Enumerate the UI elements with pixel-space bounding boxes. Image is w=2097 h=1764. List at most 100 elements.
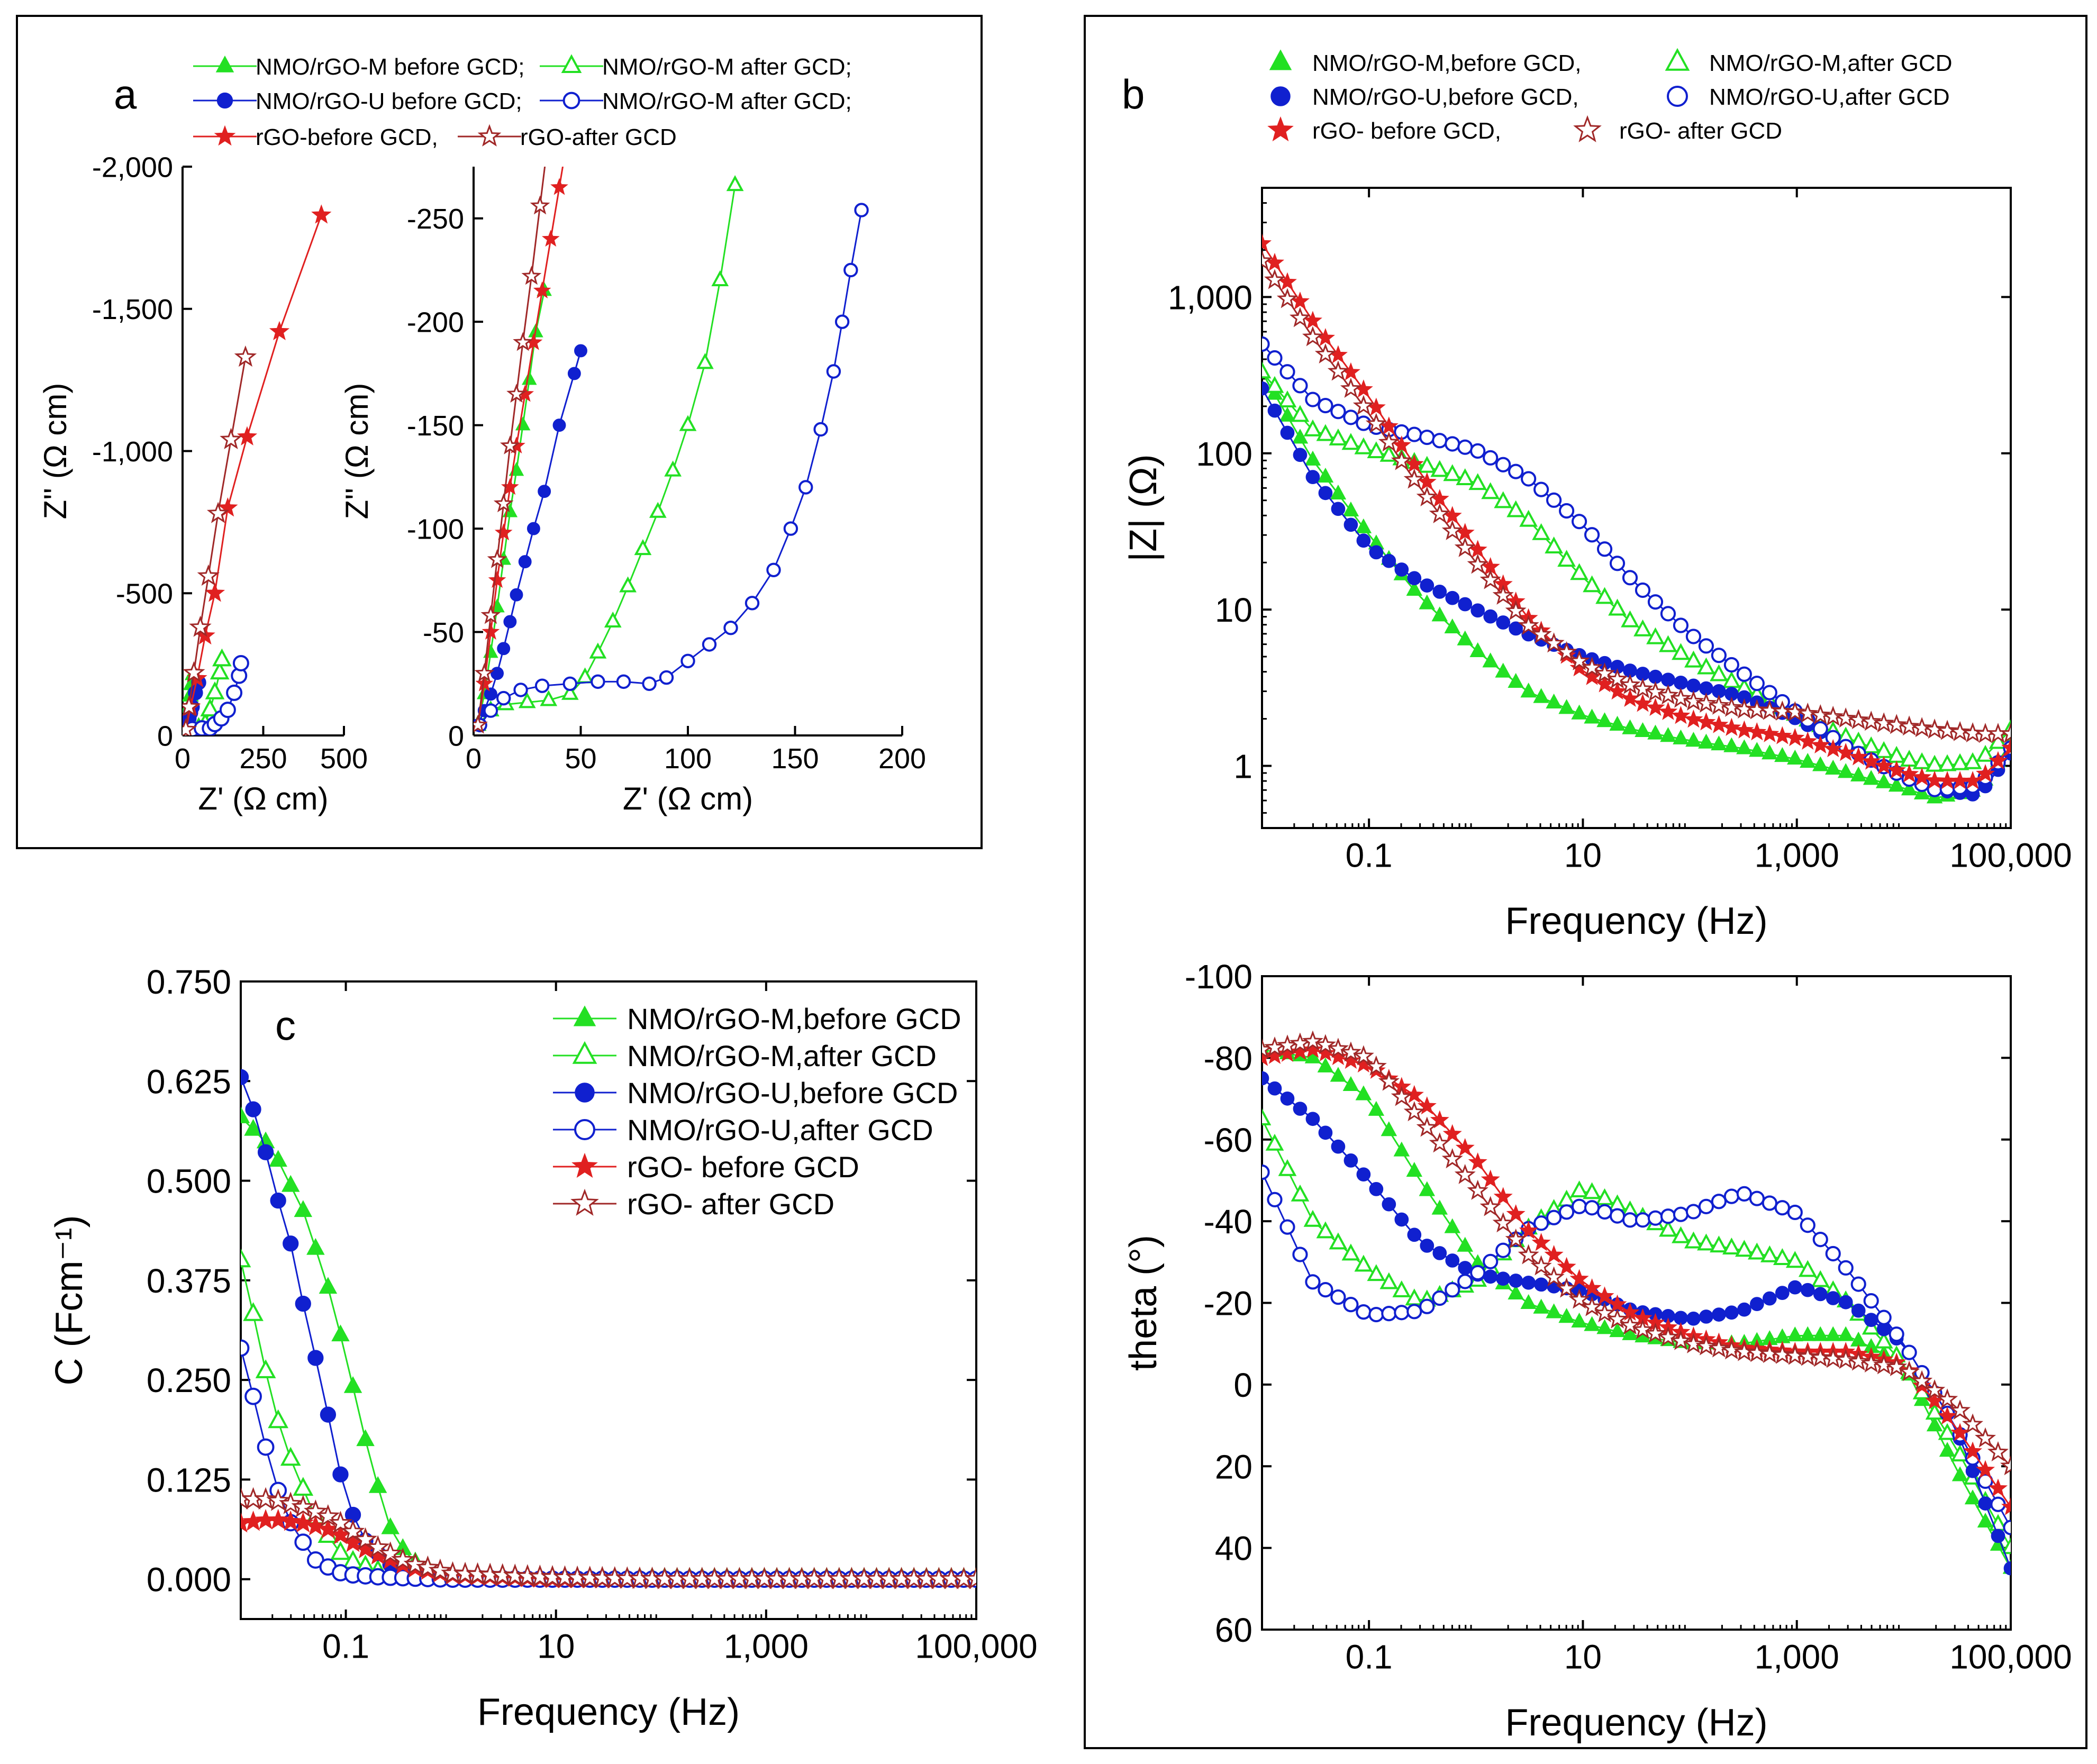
data-point	[1660, 1208, 1676, 1224]
data-point	[1505, 600, 1527, 621]
data-point	[1264, 269, 1286, 289]
data-point	[1420, 578, 1435, 593]
x-tick-label: 250	[239, 743, 287, 775]
data-point	[1329, 1232, 1348, 1250]
data-point	[1496, 1271, 1511, 1286]
data-point	[1746, 1342, 1768, 1362]
data-point	[1671, 706, 1691, 724]
data-point	[306, 1238, 325, 1255]
data-point	[1267, 403, 1282, 418]
data-point	[1455, 1138, 1475, 1157]
data-point	[1800, 1326, 1816, 1341]
x-axis-label: Frequency (Hz)	[477, 1691, 740, 1733]
data-point	[1356, 1167, 1371, 1182]
data-point	[332, 1466, 349, 1483]
data-point	[1850, 1276, 1866, 1292]
data-point	[1810, 704, 1831, 725]
data-point	[280, 1447, 301, 1466]
legend-label: NMO/rGO-U,before GCD,	[1312, 84, 1579, 110]
data-point	[366, 1535, 390, 1558]
x-tick-label: 10	[537, 1627, 575, 1666]
data-point	[1458, 1261, 1473, 1275]
series-line	[477, 167, 546, 725]
data-point	[1620, 688, 1640, 707]
legend-marker	[562, 92, 580, 110]
data-point	[1530, 623, 1552, 644]
data-point	[1708, 1337, 1730, 1358]
data-point	[1569, 1269, 1589, 1287]
data-point	[1341, 362, 1360, 381]
data-point	[1937, 1388, 1958, 1409]
data-point	[1938, 1423, 1957, 1440]
data-point	[1863, 770, 1880, 785]
data-point	[1621, 610, 1639, 628]
data-point	[1317, 467, 1334, 483]
y-tick-label: 0.250	[147, 1361, 231, 1399]
plot-frame	[1261, 187, 2012, 829]
data-point	[491, 667, 504, 680]
data-point	[1674, 675, 1688, 690]
plot-area	[1262, 1030, 2011, 1576]
data-point	[1481, 1169, 1500, 1188]
y-tick-label: -50	[423, 617, 464, 649]
data-point	[1367, 1264, 1386, 1281]
data-point	[1302, 1030, 1323, 1051]
legend-marker	[575, 1083, 595, 1103]
data-point	[1812, 1231, 1828, 1248]
data-point	[1825, 1245, 1841, 1262]
data-point	[1404, 1085, 1424, 1103]
data-point	[1557, 1257, 1576, 1275]
legend-marker	[214, 125, 236, 146]
data-point	[1647, 724, 1664, 740]
data-point	[1708, 694, 1730, 715]
data-point	[1686, 678, 1701, 693]
data-point	[1479, 569, 1501, 589]
data-point	[1262, 381, 1269, 396]
data-point	[267, 1508, 289, 1530]
data-point	[1988, 1478, 2008, 1497]
data-point	[269, 321, 290, 341]
data-point	[1430, 1110, 1449, 1129]
data-point	[1317, 1057, 1334, 1072]
data-point	[1556, 641, 1577, 662]
y-tick-label: 60	[1215, 1611, 1252, 1649]
y-axis-label: theta (°)	[1122, 1235, 1165, 1371]
data-point	[1747, 722, 1767, 741]
legend-marker	[1270, 86, 1291, 106]
panel-c-label: c	[275, 1002, 296, 1049]
data-point	[1457, 1236, 1473, 1252]
data-point	[1938, 1406, 1957, 1425]
data-point	[474, 662, 495, 682]
data-point	[1785, 1251, 1804, 1268]
data-point	[1695, 1335, 1717, 1356]
data-point	[270, 1192, 286, 1209]
legend-marker	[571, 1152, 598, 1178]
data-point	[1280, 1092, 1295, 1106]
data-point	[1798, 731, 1818, 750]
data-point	[1394, 1305, 1410, 1321]
data-point	[1977, 1512, 1994, 1528]
data-point	[311, 204, 332, 224]
data-point	[1365, 413, 1387, 433]
data-point	[1468, 473, 1487, 490]
data-point	[634, 539, 652, 556]
data-point	[1735, 1240, 1754, 1257]
data-point	[183, 695, 201, 717]
data-point	[2001, 1497, 2011, 1515]
data-point	[1432, 1290, 1448, 1306]
data-point	[1355, 1085, 1372, 1101]
data-point	[232, 654, 249, 671]
plot-area	[474, 167, 869, 734]
data-point	[1711, 735, 1727, 751]
data-point	[1594, 662, 1615, 683]
data-point	[1521, 1275, 1536, 1290]
y-tick-label: -100	[407, 514, 464, 545]
data-point	[1467, 553, 1488, 574]
data-point	[1292, 429, 1309, 444]
data-point	[1873, 1354, 1895, 1375]
data-point	[522, 371, 537, 385]
data-point	[1646, 697, 1665, 716]
data-point	[1495, 1242, 1511, 1258]
data-point	[1911, 1370, 1933, 1390]
